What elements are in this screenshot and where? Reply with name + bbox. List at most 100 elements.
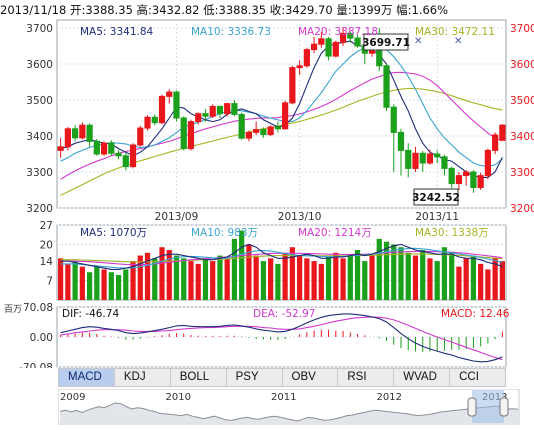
candle	[296, 65, 303, 69]
tab-psy[interactable]: PSY	[227, 369, 283, 386]
vol-ma30-legend: MA30: 1338万	[415, 227, 489, 239]
candle	[187, 121, 195, 150]
volume-bar	[217, 255, 223, 300]
ma10-legend: MA10: 3336.73	[191, 26, 271, 38]
navigator-year-label: 2009	[60, 392, 85, 403]
tab-obv[interactable]: OBV	[283, 369, 339, 386]
ma5-legend: MA5: 3341.84	[80, 26, 154, 38]
volume-bar	[420, 250, 426, 300]
navigator-year-label: 2010	[166, 392, 191, 403]
ma20-legend: MA20: 3387.18	[298, 26, 378, 38]
candle	[158, 95, 166, 124]
volume-unit-label: 百万	[4, 304, 22, 315]
candle	[260, 129, 267, 136]
candle	[267, 126, 274, 136]
volume-bar	[492, 258, 498, 300]
candle	[405, 149, 412, 169]
volume-bar	[347, 255, 353, 300]
close-value: 3429.70	[285, 3, 333, 17]
volume-bar	[123, 269, 129, 300]
candle	[79, 124, 86, 139]
stock-chart[interactable]: 3200 3200 3300 3300 3400 3400 3500 3500 3600 3600…	[0, 18, 534, 368]
volume-label: 量:	[336, 3, 352, 17]
candle	[173, 91, 180, 119]
navigator-handle[interactable]	[467, 397, 477, 417]
macd-tick-label: -70.08	[19, 362, 53, 368]
candle	[347, 32, 354, 39]
navigator-year-label: 2012	[377, 392, 402, 403]
price-tick-label: 3700	[26, 23, 53, 35]
volume-bar	[354, 250, 361, 300]
volume-bar	[137, 255, 143, 300]
volume-bar	[311, 261, 317, 300]
volume-bar	[376, 238, 382, 300]
quote-header: 2013/11/18 开:3388.35 高:3432.82 低:3388.35…	[0, 0, 534, 20]
volume-bar	[369, 255, 375, 300]
quote-date: 2013/11/18	[0, 3, 67, 17]
low-annotation-box	[413, 188, 459, 206]
candle	[115, 152, 122, 157]
volume-bar	[427, 258, 433, 300]
tab-boll[interactable]: BOLL	[171, 369, 227, 386]
macd-legend: MACD: 12.46	[441, 308, 510, 320]
volume-bar	[144, 252, 151, 300]
tab-kdj[interactable]: KDJ	[115, 369, 171, 386]
candle	[166, 91, 173, 97]
volume-bar	[86, 272, 93, 300]
volume-tick-label: 20	[40, 239, 53, 251]
candle	[448, 167, 455, 185]
navigator-window[interactable]	[472, 390, 504, 423]
candle	[303, 49, 310, 67]
tab-rsi[interactable]: RSI	[338, 369, 395, 386]
candle	[216, 105, 224, 115]
volume-bar	[65, 263, 71, 300]
range-navigator[interactable]: 20092010201120122013	[58, 389, 520, 425]
candle	[195, 113, 202, 123]
navigator-handle[interactable]	[499, 397, 509, 417]
dea-legend: DEA: -52.97	[253, 308, 315, 320]
price-tick-label-right: 3500	[510, 95, 534, 107]
candle	[477, 175, 484, 188]
volume-bar	[195, 263, 201, 300]
tab-cci[interactable]: CCI	[459, 371, 479, 383]
volume-bar	[181, 258, 187, 300]
candle	[238, 113, 245, 139]
candle	[492, 134, 499, 151]
indicator-tabs: MACD KDJ BOLL PSY OBV RSI WVAD CCI	[58, 368, 506, 387]
candle	[354, 37, 361, 47]
marker-icon: ✕	[414, 36, 422, 47]
candle	[455, 175, 463, 185]
tab-wvad[interactable]: WVAD	[394, 369, 451, 386]
volume-bar	[304, 258, 310, 300]
volume-bar	[470, 255, 477, 300]
candle	[470, 171, 477, 188]
volume-tick-label: 14	[40, 256, 54, 268]
price-tick-label-right: 3300	[510, 167, 534, 179]
volume-bar	[260, 261, 267, 300]
volume-ma10-line	[60, 247, 503, 269]
low-value: 3388.35	[218, 3, 267, 17]
volume-bar	[325, 255, 332, 300]
volume-bar	[130, 261, 136, 300]
vol-ma10-legend: MA10: 983万	[191, 227, 258, 239]
volume-bar	[166, 250, 172, 300]
high-label: 高:	[136, 3, 152, 17]
navigator-line	[59, 402, 519, 422]
candle	[144, 116, 151, 129]
navigator-area	[60, 403, 518, 423]
tab-macd[interactable]: MACD	[59, 369, 115, 386]
price-tick-label: 3600	[26, 59, 53, 71]
volume-bar	[202, 258, 209, 300]
volume-bar	[405, 252, 411, 300]
candle	[100, 142, 108, 155]
volume-bar	[383, 241, 390, 300]
volume-bar	[333, 252, 339, 300]
candle	[64, 128, 71, 148]
candle	[108, 142, 115, 154]
volume-bar	[391, 244, 397, 300]
volume-bar	[268, 258, 274, 300]
date-axis-label: 2013/10	[278, 211, 322, 223]
volume-bar	[115, 275, 122, 300]
price-tick-label-right: 3700	[510, 23, 534, 35]
candle	[57, 146, 64, 151]
